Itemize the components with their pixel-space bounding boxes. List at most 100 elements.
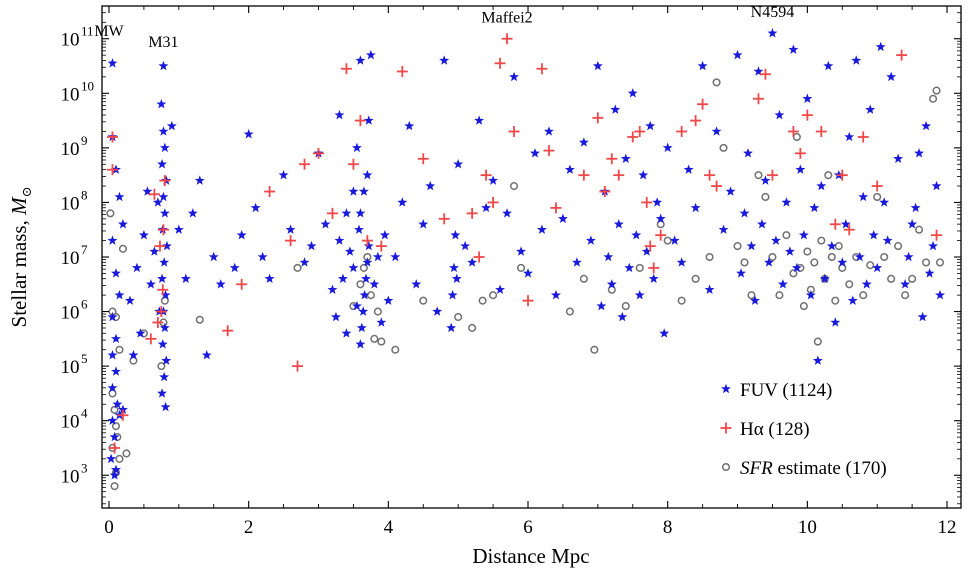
data-point-fuv	[379, 229, 390, 240]
data-point-fuv	[767, 28, 778, 38]
data-point-fuv	[107, 382, 118, 393]
data-point-fuv	[439, 55, 450, 65]
data-point-fuv	[610, 104, 621, 114]
data-point-fuv	[743, 148, 753, 158]
data-point-sfr	[489, 291, 498, 300]
y-tick-label: 10	[61, 412, 80, 433]
data-point-fuv	[917, 311, 928, 322]
data-point-halpha	[417, 153, 429, 165]
data-point-halpha	[871, 180, 883, 192]
data-point-fuv	[921, 120, 932, 131]
data-point-fuv	[361, 273, 371, 284]
data-point-fuv	[383, 295, 394, 305]
data-point-sfr	[454, 312, 463, 322]
data-point-fuv	[718, 224, 729, 234]
data-point-fuv	[460, 240, 471, 251]
data-point-sfr	[677, 296, 686, 305]
annotations: MW M31 Maffei2 N4594	[94, 4, 794, 51]
data-point-fuv	[157, 273, 168, 284]
data-point-halpha	[340, 63, 352, 75]
data-point-fuv	[348, 186, 359, 196]
data-point-halpha	[536, 63, 548, 75]
data-point-halpha	[396, 65, 408, 77]
data-point-sfr	[932, 86, 941, 95]
data-point-fuv	[243, 129, 254, 139]
data-point-fuv	[201, 350, 212, 360]
data-point-sfr	[740, 258, 749, 267]
data-point-fuv	[481, 202, 492, 213]
data-point-fuv	[746, 240, 757, 251]
legend-marker	[721, 383, 731, 394]
data-point-sfr	[110, 482, 119, 491]
data-point-fuv	[418, 219, 429, 229]
x-tick-label: 2	[244, 517, 254, 538]
y-tick-label: 10	[61, 84, 80, 105]
data-point-fuv	[358, 186, 369, 196]
data-point-halpha	[648, 262, 660, 274]
data-point-sfr	[157, 362, 166, 371]
data-point-halpha	[815, 126, 827, 137]
data-point-sfr	[370, 334, 379, 343]
data-point-fuv	[620, 153, 631, 163]
data-point-fuv	[819, 273, 830, 284]
data-point-halpha	[550, 202, 562, 214]
data-point-sfr	[831, 296, 840, 305]
data-point-sfr	[115, 454, 124, 463]
x-tick-label: 4	[384, 517, 394, 538]
data-point-fuv	[145, 279, 156, 289]
data-point-halpha	[145, 333, 157, 345]
data-point-sfr	[373, 307, 382, 316]
data-point-fuv	[861, 279, 872, 289]
data-point-fuv	[157, 388, 168, 398]
data-point-fuv	[158, 191, 169, 202]
data-point-fuv	[924, 268, 935, 278]
data-point-halpha	[473, 251, 485, 263]
data-point-fuv	[278, 169, 289, 180]
data-point-fuv	[451, 273, 462, 284]
data-point-sfr	[747, 291, 756, 300]
data-point-fuv	[690, 202, 701, 213]
data-point-halpha	[543, 145, 555, 157]
data-point-fuv	[285, 224, 296, 234]
data-point-fuv	[446, 322, 457, 333]
data-point-sfr	[894, 242, 903, 251]
data-point-fuv	[928, 240, 939, 251]
data-point-halpha	[157, 284, 169, 296]
data-point-fuv	[159, 142, 170, 153]
data-point-fuv	[676, 257, 687, 267]
data-point-halpha	[375, 240, 387, 252]
data-point-halpha	[326, 207, 338, 219]
data-point-sfr	[915, 225, 924, 234]
data-point-halpha	[312, 147, 324, 159]
y-tick-label: 10	[61, 466, 80, 487]
data-point-fuv	[264, 273, 275, 284]
data-point-fuv	[337, 273, 348, 284]
x-tick-label: 0	[104, 517, 114, 538]
data-point-sfr	[799, 302, 808, 311]
data-point-fuv	[159, 257, 170, 267]
data-point-fuv	[777, 279, 788, 289]
data-point-sfr	[712, 78, 721, 87]
data-point-sfr	[635, 263, 644, 272]
data-point-halpha	[155, 306, 167, 318]
data-point-sfr	[110, 405, 119, 414]
data-point-fuv	[397, 197, 408, 207]
data-point-fuv	[362, 169, 373, 180]
data-point-sfr	[880, 252, 889, 262]
data-point-fuv	[816, 180, 827, 191]
data-point-fuv	[631, 229, 642, 240]
data-point-fuv	[847, 295, 858, 305]
data-point-halpha	[836, 169, 848, 181]
data-point-fuv	[369, 279, 380, 289]
data-point-fuv	[854, 251, 865, 262]
data-point-fuv	[711, 126, 722, 136]
data-point-fuv	[362, 257, 373, 267]
data-point-fuv	[893, 153, 904, 163]
data-point-sfr	[827, 252, 836, 262]
data-point-sfr	[908, 274, 917, 283]
data-point-fuv	[638, 169, 649, 180]
data-point-sfr	[366, 291, 375, 300]
data-point-halpha	[106, 131, 118, 143]
data-point-fuv	[159, 208, 170, 218]
